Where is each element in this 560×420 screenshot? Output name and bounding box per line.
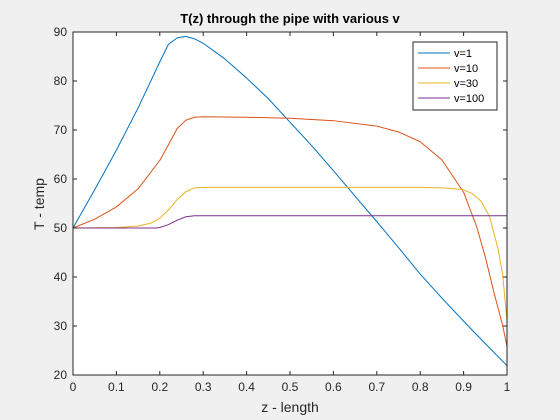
y-tick-label: 70 — [54, 123, 68, 137]
legend-label: v=100 — [454, 93, 484, 105]
x-tick-label: 0.7 — [368, 380, 385, 394]
series-line-v-100 — [73, 215, 507, 229]
y-tick-label: 50 — [54, 221, 68, 235]
legend-label: v=1 — [454, 48, 472, 60]
x-tick-label: 0.9 — [455, 380, 472, 394]
chart-title: T(z) through the pipe with various v — [180, 11, 400, 26]
x-tick-label: 0.6 — [325, 380, 342, 394]
legend-label: v=10 — [454, 63, 478, 75]
x-tick-label: 0 — [70, 380, 77, 394]
legend: v=1 v=10 v=30 v=100 — [412, 41, 498, 111]
y-tick-label: 80 — [54, 74, 68, 88]
x-tick-label: 0.2 — [151, 380, 168, 394]
x-tick-label: 0.4 — [238, 380, 255, 394]
y-axis-label: T - temp — [31, 178, 47, 230]
y-tick-label: 20 — [54, 368, 68, 382]
legend-label: v=30 — [454, 78, 478, 90]
x-tick-label: 0.1 — [108, 380, 125, 394]
ticks-layer: 0 0.1 0.2 0.3 0.4 0.5 0.6 0.7 0.8 0.9 1 20 30 40 50 60 7… — [54, 25, 511, 394]
y-tick-label: 40 — [54, 270, 68, 284]
series-line-v-10 — [72, 116, 508, 347]
series-line-v-1 — [72, 35, 508, 367]
y-tick-label: 90 — [54, 25, 68, 39]
x-axis-label: z - length — [261, 399, 319, 415]
y-tick-label: 30 — [54, 319, 68, 333]
x-tick-label: 0.8 — [412, 380, 429, 394]
x-tick-label: 0.3 — [195, 380, 212, 394]
x-tick-label: 1 — [504, 380, 511, 394]
series-line-v-30 — [72, 186, 508, 322]
x-tick-label: 0.5 — [282, 380, 299, 394]
y-tick-label: 60 — [54, 172, 68, 186]
series-layer — [72, 35, 508, 367]
